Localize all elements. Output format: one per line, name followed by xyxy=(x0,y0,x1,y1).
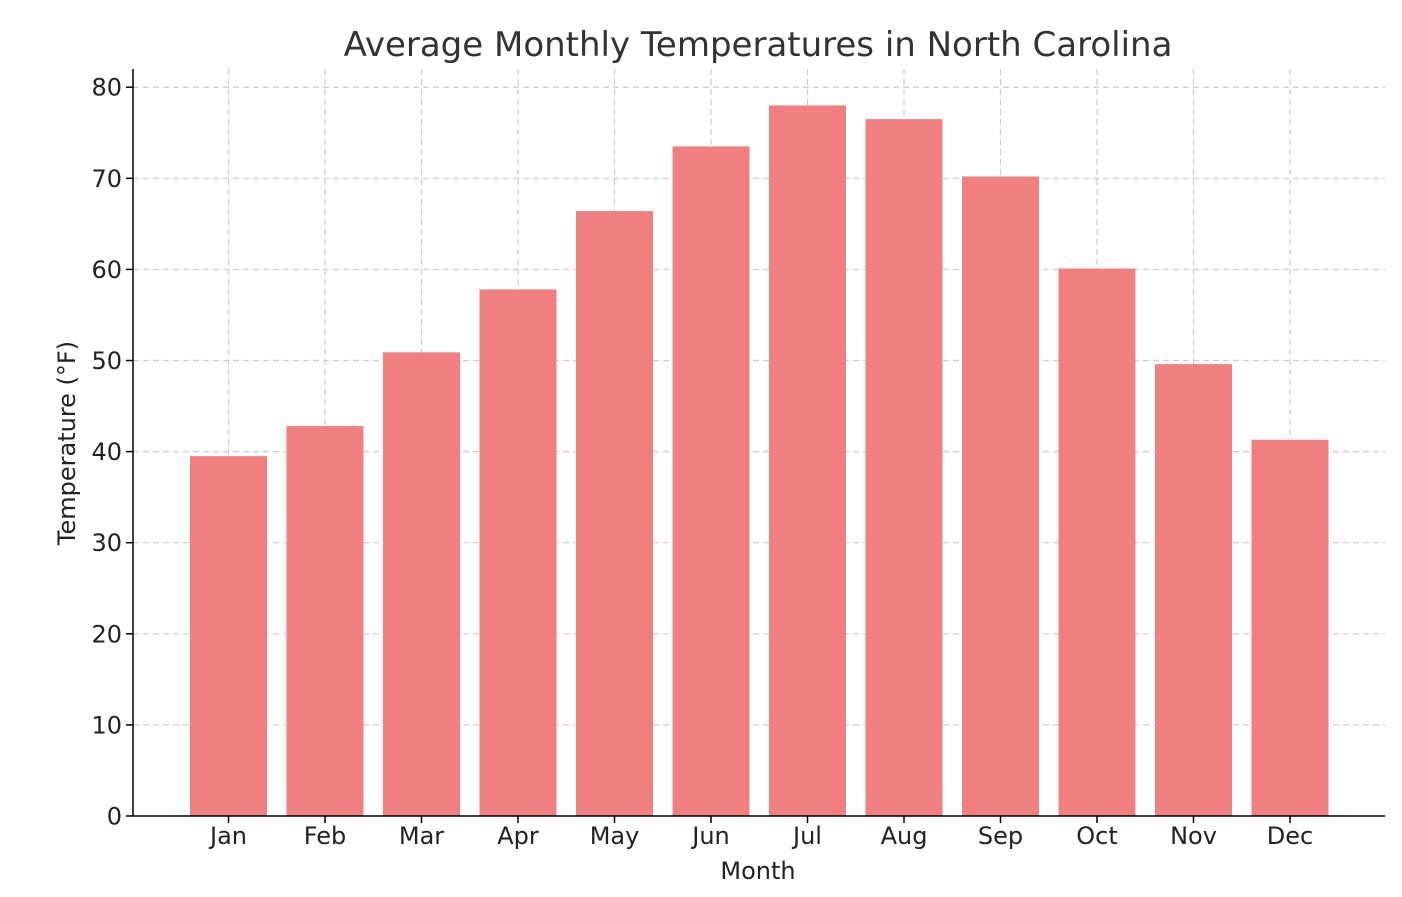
x-tick-label: Feb xyxy=(304,822,347,850)
x-tick-label: Sep xyxy=(978,822,1023,850)
tick-labels: 0 10 20 30 40 50 60 70 80 Jan Feb Mar Apr May Jun Jul Au… xyxy=(91,74,1313,850)
x-tick-label: May xyxy=(590,822,640,850)
x-tick-label: Apr xyxy=(497,822,539,850)
x-axis-label: Month xyxy=(720,857,795,885)
y-tick-label: 0 xyxy=(107,803,122,831)
x-tick-label: Jul xyxy=(791,822,822,850)
bar-jul xyxy=(769,105,846,816)
bar-nov xyxy=(1155,364,1232,816)
bar-apr xyxy=(479,289,557,817)
y-tick-label: 40 xyxy=(91,438,122,466)
chart-title: Average Monthly Temperatures in North Ca… xyxy=(344,25,1173,65)
x-tick-label: Oct xyxy=(1076,822,1118,850)
bar-aug xyxy=(865,119,943,817)
bar-jan xyxy=(190,456,267,816)
bars xyxy=(190,105,1329,817)
bar-feb xyxy=(286,426,364,816)
x-tick-label: Nov xyxy=(1170,822,1217,850)
bar-mar xyxy=(383,352,460,816)
y-tick-label: 60 xyxy=(91,256,122,284)
x-tick-label: Dec xyxy=(1267,822,1313,850)
axes xyxy=(126,69,1385,823)
y-tick-label: 70 xyxy=(91,165,122,193)
x-tick-label: Mar xyxy=(399,822,444,850)
x-tick-label: Jun xyxy=(690,822,730,850)
bar-dec xyxy=(1251,439,1329,816)
y-tick-label: 50 xyxy=(91,347,122,375)
y-tick-label: 30 xyxy=(91,529,122,557)
x-tick-label: Aug xyxy=(881,822,928,850)
y-tick-label: 20 xyxy=(91,620,122,648)
bar-jun xyxy=(672,146,750,816)
y-tick-label: 10 xyxy=(91,711,122,739)
bar-may xyxy=(576,211,653,817)
y-axis-label: Temperature (°F) xyxy=(53,341,81,546)
bar-oct xyxy=(1058,268,1136,816)
y-tick-label: 80 xyxy=(91,74,122,102)
bar-sep xyxy=(962,176,1039,816)
x-tick-label: Jan xyxy=(208,822,247,850)
